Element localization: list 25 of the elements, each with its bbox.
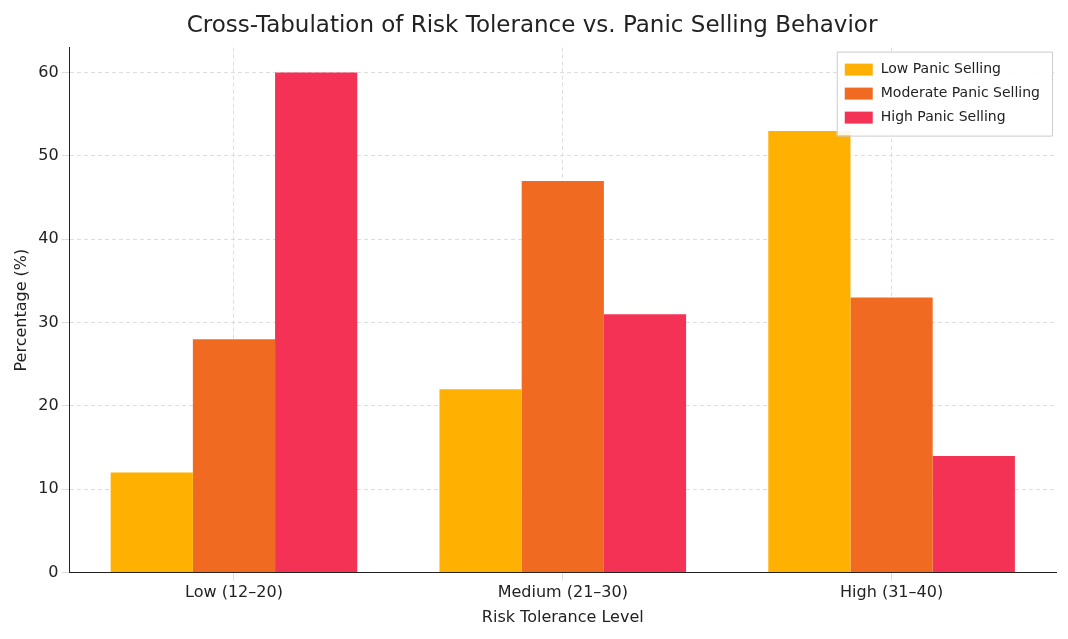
- bar: [932, 455, 1015, 573]
- y-axis-title: Percentage (%): [10, 248, 30, 372]
- y-tick-label: 30: [38, 311, 59, 331]
- legend-label: Moderate Panic Selling: [880, 84, 1040, 101]
- x-tick-label: Medium (21–30): [497, 582, 628, 602]
- bar: [110, 472, 193, 573]
- bar: [768, 130, 851, 573]
- bar: [275, 72, 358, 573]
- bar: [603, 314, 687, 573]
- y-tick-label: 60: [38, 61, 59, 81]
- y-tick-label: 40: [38, 228, 59, 248]
- y-tick-label: 0: [48, 561, 59, 581]
- y-tick-label: 50: [38, 145, 59, 165]
- bar: [521, 180, 604, 573]
- x-axis-title: Risk Tolerance Level: [481, 606, 644, 626]
- x-tick-label: High (31–40): [840, 582, 944, 602]
- legend-label: Low Panic Selling: [880, 60, 1001, 77]
- bar: [439, 389, 522, 573]
- y-tick-label: 10: [38, 478, 59, 498]
- bar: [850, 297, 933, 573]
- chart-title: Cross-Tabulation of Risk Tolerance vs. Panic Selling Behavior: [186, 10, 878, 37]
- bar: [192, 339, 276, 573]
- y-tick-label: 20: [38, 395, 59, 415]
- legend-label: High Panic Selling: [880, 108, 1006, 125]
- x-tick-label: Low (12–20): [185, 582, 283, 602]
